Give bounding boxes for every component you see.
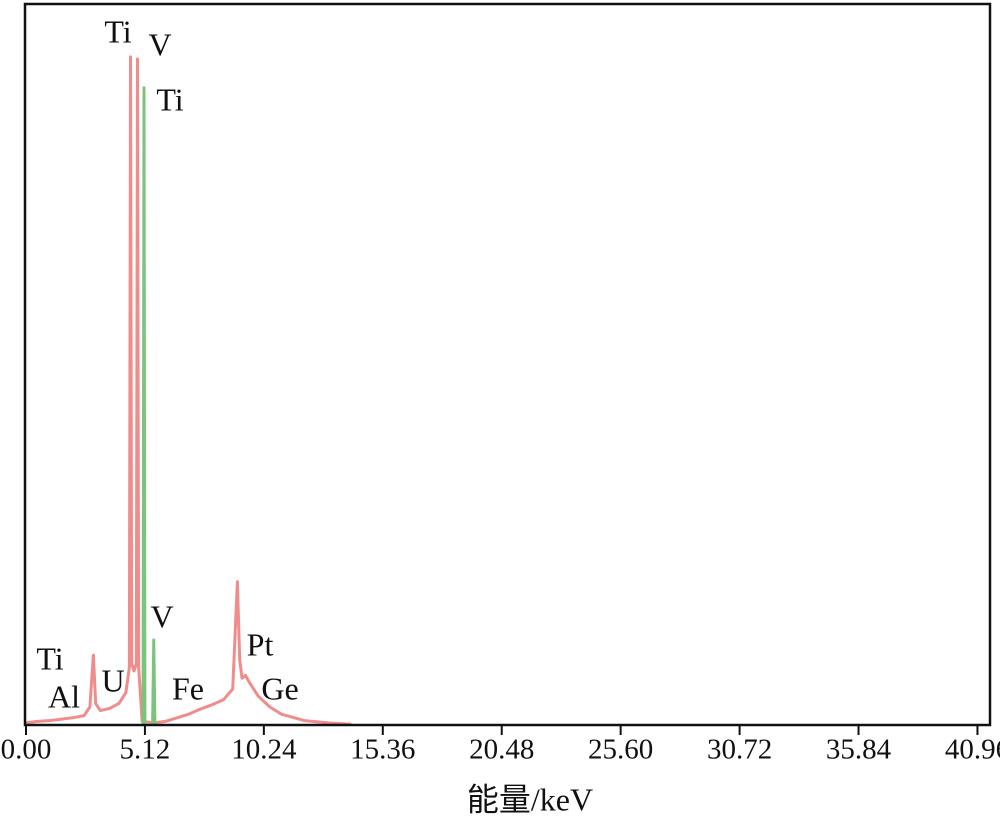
peak-label: Al xyxy=(48,678,80,714)
x-tick-label: 0.00 xyxy=(1,734,52,766)
peak-label: U xyxy=(101,662,124,698)
peak-label: Ti xyxy=(104,13,131,49)
peak-label: Pt xyxy=(247,626,274,662)
x-tick-label: 5.12 xyxy=(120,734,171,766)
x-tick-label: 35.84 xyxy=(826,734,892,766)
x-tick-label: 20.48 xyxy=(469,734,534,766)
peak-label: Ti xyxy=(36,640,63,676)
x-axis-label: 能量/keV xyxy=(467,781,593,817)
peak-label: Fe xyxy=(172,670,204,706)
x-tick-label: 30.72 xyxy=(707,734,772,766)
spectrum-line xyxy=(25,55,352,726)
peak-label: Ge xyxy=(261,670,298,706)
spectrum-line xyxy=(141,86,157,726)
peak-label: V xyxy=(148,26,171,62)
plot-frame xyxy=(23,2,992,727)
peak-label: V xyxy=(150,598,173,634)
x-tick-label: 25.60 xyxy=(588,734,653,766)
x-tick-label: 15.36 xyxy=(350,734,415,766)
peak-label: Ti xyxy=(156,81,183,117)
x-tick-label: 10.24 xyxy=(231,734,297,766)
x-tick-label: 40.96 xyxy=(945,734,1000,766)
